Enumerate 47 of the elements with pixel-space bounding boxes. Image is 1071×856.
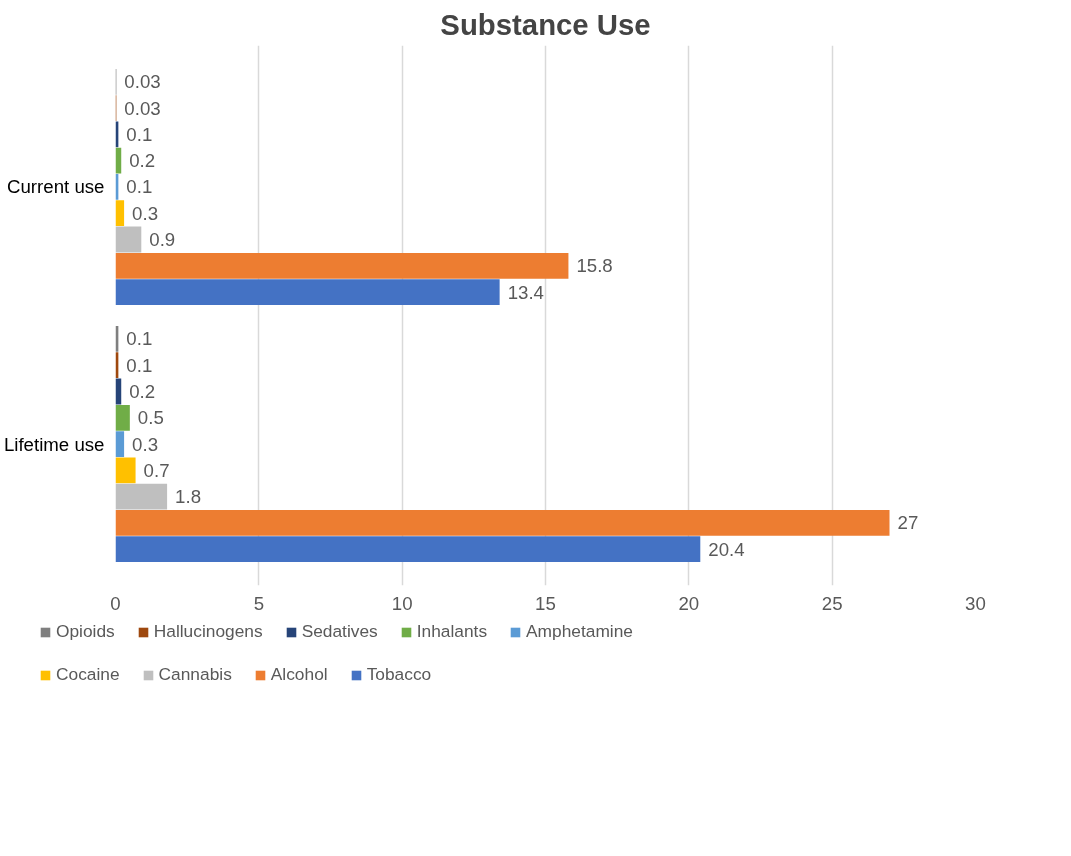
chart-title: Substance Use (440, 7, 651, 41)
data-label: 0.1 (126, 123, 153, 145)
data-label: 0.9 (149, 229, 176, 250)
data-label: 27 (897, 512, 919, 534)
bar (115, 252, 569, 279)
legend-label: Hallucinogens (153, 621, 263, 642)
data-label: 0.03 (124, 71, 161, 93)
legend-label: Opioids (56, 621, 115, 642)
bar (115, 226, 142, 253)
x-tick-label: 20 (678, 592, 700, 614)
bar (115, 483, 168, 510)
x-tick-label: 10 (391, 592, 413, 614)
x-tick-label: 5 (253, 592, 265, 614)
bar (115, 404, 130, 431)
data-label: 0.1 (126, 354, 153, 376)
legend-label: Amphetamine (526, 621, 633, 642)
data-label: 13.4 (507, 281, 544, 303)
legend-label: Inhalants (416, 621, 488, 642)
legend-label: Alcohol (270, 664, 328, 685)
x-tick-label: 30 (965, 592, 986, 614)
legend-label: Sedatives (301, 621, 378, 642)
y-tick-label: Lifetime use (3, 433, 105, 455)
bar (115, 431, 125, 457)
data-label: 1.8 (175, 486, 202, 508)
legend-label: Cannabis (158, 664, 232, 685)
y-tick-label: Current use (7, 176, 105, 198)
x-tick-label: 0 (110, 592, 121, 614)
bar (115, 200, 125, 227)
data-label: 0.1 (126, 328, 153, 350)
data-label: 0.1 (126, 176, 153, 198)
x-tick-label: 25 (821, 592, 843, 614)
data-label: 15.8 (576, 255, 613, 277)
x-tick-label: 15 (535, 592, 556, 614)
bar (115, 536, 701, 563)
data-label: 0.3 (132, 202, 159, 224)
data-label: 0.5 (137, 407, 164, 429)
data-label: 20.4 (708, 538, 745, 560)
data-label: 0.2 (129, 150, 156, 172)
data-label: 0.3 (132, 433, 159, 455)
bar (115, 279, 500, 305)
bar (115, 457, 136, 484)
legend-label: Cocaine (56, 664, 120, 685)
data-label: 0.7 (143, 459, 170, 481)
data-label: 0.03 (124, 97, 161, 119)
bar (115, 510, 890, 536)
legend-label: Tobacco (366, 664, 432, 685)
data-label: 0.2 (129, 381, 156, 402)
